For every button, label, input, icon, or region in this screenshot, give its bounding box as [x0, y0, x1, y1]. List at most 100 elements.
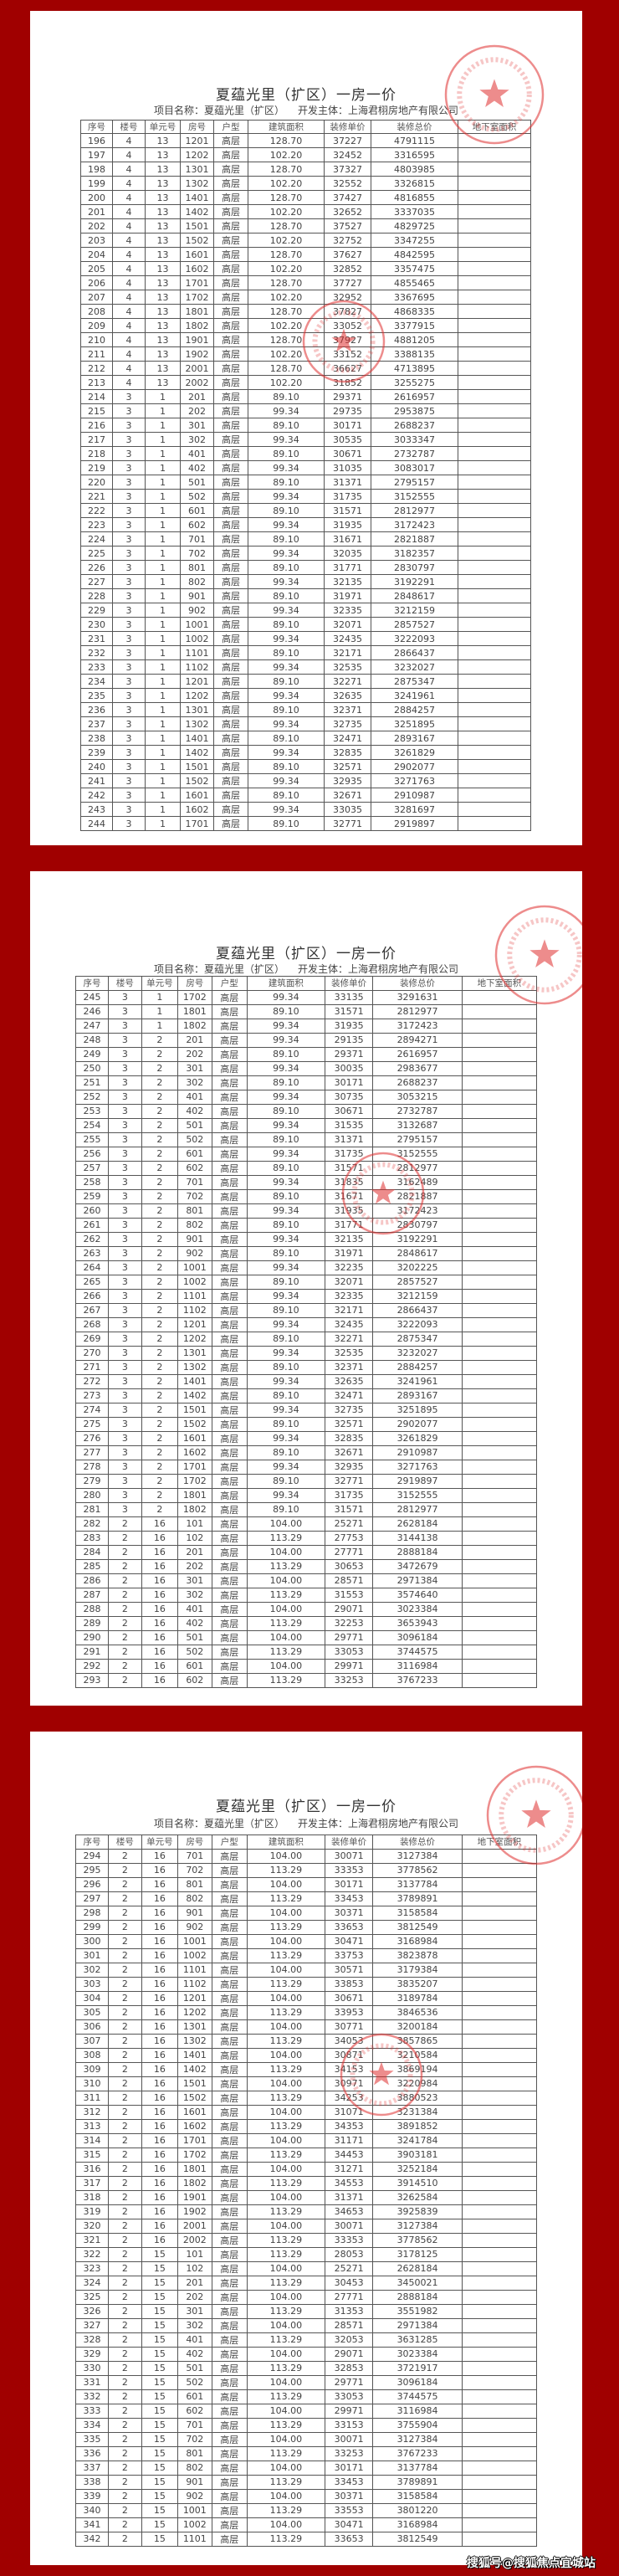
cell-basement-area [461, 1231, 538, 1247]
cell-basement-area [458, 361, 531, 377]
cell-unit-price: 31935 [324, 1203, 374, 1219]
cell-unit-price: 30071 [324, 2431, 374, 2447]
cell-seq: 338 [75, 2474, 109, 2490]
table-row: 240 3 1 1501 高层 89.10 32571 2902077 [80, 759, 531, 775]
cell-area: 102.20 [248, 204, 325, 220]
cell-basement-area [461, 1644, 538, 1660]
cell-type: 高层 [213, 275, 248, 291]
cell-basement-area [461, 1848, 538, 1864]
cell-room: 2001 [180, 361, 214, 377]
cell-room: 102 [176, 2260, 212, 2276]
cell-unit: 15 [141, 2289, 178, 2305]
cell-unit: 1 [145, 403, 181, 419]
cell-seq: 228 [80, 588, 113, 604]
cell-building: 2 [107, 1558, 142, 1574]
cell-unit-price: 29135 [324, 1032, 374, 1048]
cell-type: 高层 [211, 1658, 248, 1674]
cell-building: 4 [112, 318, 146, 334]
cell-building: 4 [112, 162, 146, 177]
cell-unit: 16 [141, 1990, 178, 2006]
cell-building: 2 [107, 2275, 142, 2291]
table-row: 292 2 16 601 高层 104.00 29971 3116984 [75, 1658, 538, 1674]
cell-room: 802 [176, 2460, 212, 2476]
table-row: 235 3 1 1202 高层 99.34 32635 3241961 [80, 688, 531, 704]
cell-seq: 300 [75, 1933, 109, 1949]
table-row: 272 3 2 1401 高层 99.34 32635 3241961 [75, 1373, 538, 1389]
cell-type: 高层 [213, 674, 248, 690]
cell-total-price: 4829725 [371, 218, 458, 234]
cell-room: 702 [180, 546, 214, 562]
cell-basement-area [458, 688, 531, 704]
cell-room: 1101 [176, 1962, 212, 1978]
cell-unit: 15 [141, 2346, 178, 2362]
cell-area: 99.34 [248, 432, 325, 448]
cell-basement-area [461, 1658, 538, 1674]
cell-area: 113.29 [246, 1615, 325, 1631]
cell-unit: 16 [141, 1615, 178, 1631]
cell-seq: 339 [75, 2488, 109, 2504]
cell-room: 902 [176, 1245, 212, 1261]
cell-building: 2 [107, 1644, 142, 1660]
price-list-page-2: 夏蕴光里（扩区）一房一价 项目名称：夏蕴光里（扩区） 开发主体：上海君栩房地产有限… [30, 871, 582, 1706]
cell-unit-price: 32135 [324, 1231, 374, 1247]
header-unit-price: 装修单价 [324, 119, 371, 135]
cell-type: 高层 [211, 1260, 248, 1275]
table-row: 340 2 15 1001 高层 113.29 33553 3801220 [75, 2502, 538, 2518]
cell-seq: 326 [75, 2303, 109, 2319]
cell-total-price: 3653943 [372, 1615, 463, 1631]
cell-area: 102.20 [248, 176, 325, 192]
cell-total-price: 3801220 [372, 2502, 463, 2518]
cell-total-price: 3192291 [371, 574, 458, 590]
cell-unit-price: 29771 [324, 1629, 374, 1645]
project-name: 项目名称：夏蕴光里（扩区） [153, 105, 284, 116]
cell-total-price: 3755904 [372, 2417, 463, 2433]
cell-total-price: 2902077 [371, 759, 458, 775]
cell-seq: 249 [75, 1046, 109, 1062]
cell-seq: 247 [75, 1018, 109, 1034]
cell-type: 高层 [211, 2317, 248, 2333]
cell-unit: 13 [145, 162, 181, 177]
cell-total-price: 3778562 [372, 1862, 463, 1878]
table-row: 233 3 1 1102 高层 99.34 32535 3232027 [80, 659, 531, 675]
cell-basement-area [461, 1459, 538, 1475]
cell-room: 1701 [176, 2132, 212, 2148]
cell-total-price: 3880523 [372, 2090, 463, 2106]
cell-basement-area [461, 2346, 538, 2362]
cell-basement-area [458, 475, 531, 490]
cell-area: 113.29 [246, 1587, 325, 1603]
cell-unit: 16 [141, 1644, 178, 1660]
table-row: 295 2 16 702 高层 113.29 33353 3778562 [75, 1862, 538, 1878]
cell-basement-area [461, 2531, 538, 2547]
cell-unit-price: 25271 [324, 1516, 374, 1532]
cell-area: 99.34 [248, 517, 325, 533]
cell-seq: 285 [75, 1558, 109, 1574]
cell-total-price: 3255275 [371, 375, 458, 391]
cell-building: 2 [107, 1990, 142, 2006]
cell-type: 高层 [211, 2033, 248, 2049]
cell-unit: 1 [145, 759, 181, 775]
cell-basement-area [461, 1402, 538, 1418]
cell-type: 高层 [211, 2431, 248, 2447]
cell-room: 1801 [180, 304, 214, 320]
cell-basement-area [458, 588, 531, 604]
cell-unit-price: 32671 [324, 788, 371, 803]
cell-unit-price: 31035 [324, 460, 371, 476]
cell-area: 104.00 [246, 2374, 325, 2390]
cell-seq: 256 [75, 1146, 109, 1162]
cell-unit-price: 32952 [324, 290, 371, 305]
cell-unit: 1 [145, 446, 181, 462]
table-row: 300 2 16 1001 高层 104.00 30471 3168984 [75, 1933, 538, 1949]
header-building: 楼号 [112, 119, 146, 135]
cell-area: 89.10 [248, 475, 325, 490]
cell-seq: 304 [75, 1990, 109, 2006]
cell-room: 802 [176, 1217, 212, 1233]
cell-total-price: 2919897 [372, 1473, 463, 1489]
table-row: 213 4 13 2002 高层 102.20 31852 3255275 [80, 375, 531, 391]
cell-room: 201 [176, 2275, 212, 2291]
cell-type: 高层 [213, 361, 248, 377]
table-row: 232 3 1 1101 高层 89.10 32171 2866437 [80, 645, 531, 661]
cell-basement-area [458, 802, 531, 818]
cell-basement-area [461, 1862, 538, 1878]
cell-basement-area [461, 1962, 538, 1978]
cell-unit: 1 [145, 531, 181, 547]
